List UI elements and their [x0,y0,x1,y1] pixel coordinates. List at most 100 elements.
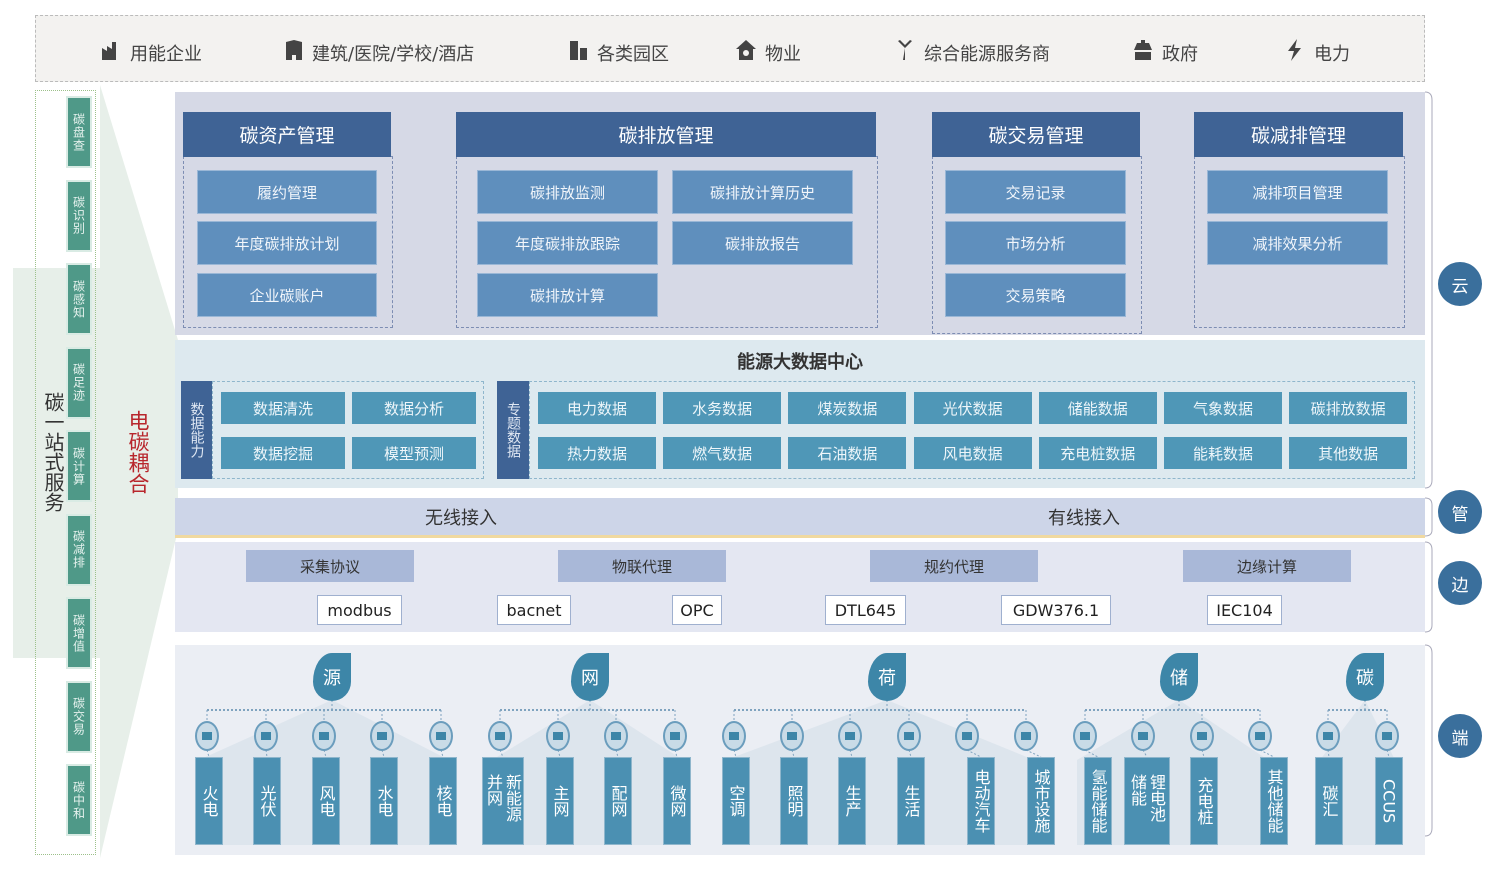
stakeholder-5[interactable]: 综合能源服务商 [894,38,1050,67]
monitor-icon [377,732,387,740]
protocol-tag[interactable]: modbus [317,595,402,625]
service-item[interactable]: 碳中和 [66,764,92,836]
service-item[interactable]: 碳交易 [66,680,92,753]
connector-line [908,749,912,758]
monitor-icon [319,732,329,740]
protocol-tag[interactable]: GDW376.1 [1001,595,1111,625]
connector-line [381,749,385,758]
building-icon [282,38,304,67]
service-item[interactable]: 碳增值 [66,597,92,669]
capability-button[interactable]: 数据挖掘 [221,437,345,469]
stakeholder-4[interactable]: 物业 [735,38,801,67]
terminal-item[interactable]: 主网 [546,757,574,845]
module-button[interactable]: 企业碳账户 [197,273,377,317]
service-item[interactable]: 碳减排 [66,513,92,586]
capability-button[interactable]: 数据分析 [352,392,476,424]
module-button[interactable]: 碳排放计算 [477,273,658,317]
stakeholder-2[interactable]: 建筑/医院/学校/酒店 [282,38,474,67]
monitor-icon [202,732,212,740]
capability-frame [212,381,484,479]
module-button[interactable]: 减排效果分析 [1207,221,1388,265]
connector-line [499,749,504,758]
terminal-item[interactable]: 火电 [195,757,223,845]
terminal-item[interactable]: 光伏 [253,757,281,845]
terminal-item[interactable]: 其他储能 [1260,757,1288,845]
module-button[interactable]: 年度碳排放跟踪 [477,221,658,265]
topic-data-button[interactable]: 能耗数据 [1164,437,1282,469]
topic-data-button[interactable]: 煤炭数据 [788,392,907,424]
module-button[interactable]: 碳排放监测 [477,170,658,214]
capability-button[interactable]: 模型预测 [352,437,476,469]
terminal-item[interactable]: 空调 [722,757,750,845]
topic-data-button[interactable]: 风电数据 [913,437,1032,469]
protocol-tag[interactable]: IEC104 [1207,595,1282,625]
terminal-item[interactable]: 碳汇 [1315,757,1343,845]
stakeholder-6[interactable]: 政府 [1132,38,1198,67]
wired-access-label: 有线接入 [1048,508,1120,529]
service-item[interactable]: 碳感知 [66,263,92,335]
service-item[interactable]: 碳识别 [66,179,92,252]
topic-data-button[interactable]: 气象数据 [1164,392,1282,424]
terminal-item-label: 空调 [726,785,746,817]
terminal-item-label: 配网 [608,785,628,817]
terminal-item[interactable]: 电动汽车 [967,757,995,845]
terminal-item[interactable]: 氢能储能 [1084,757,1112,845]
protocol-tag[interactable]: OPC [672,595,722,625]
pipe-brace [1424,497,1433,537]
stakeholder-1[interactable]: 用能企业 [100,38,202,67]
terminal-item[interactable]: 配网 [604,757,632,845]
terminal-item[interactable]: 城市设施 [1027,757,1055,845]
capability-button[interactable]: 数据清洗 [221,392,345,424]
terminal-item[interactable]: CCUS [1375,757,1403,845]
terminal-item-label: 水电 [374,785,394,817]
topic-data-button[interactable]: 碳排放数据 [1289,392,1408,424]
topic-data-button[interactable]: 石油数据 [788,437,907,469]
group-title-4: 碳减排管理 [1194,112,1403,157]
terminal-item[interactable]: 核电 [429,757,457,845]
stakeholder-3[interactable]: 各类园区 [567,38,669,67]
topic-data-button[interactable]: 燃气数据 [663,437,782,469]
module-button[interactable]: 市场分析 [945,221,1126,265]
topic-data-button[interactable]: 热力数据 [538,437,656,469]
module-button[interactable]: 碳排放报告 [672,221,853,265]
terminal-item-label: 城市设施 [1031,769,1051,833]
module-button[interactable]: 减排项目管理 [1207,170,1388,214]
lightning-icon [1284,38,1306,67]
terminal-item[interactable]: 照明 [780,757,808,845]
module-button[interactable]: 交易策略 [945,273,1126,317]
connector-line [1142,749,1148,758]
connector-line [323,749,327,758]
module-button[interactable]: 年度碳排放计划 [197,221,377,265]
module-button[interactable]: 履约管理 [197,170,377,214]
terminal-item[interactable]: 充电桩 [1190,757,1218,845]
topic-data-button[interactable]: 光伏数据 [913,392,1032,424]
terminal-item[interactable]: 新能源并网 [482,757,524,845]
terminal-item[interactable]: 锂电池储能 [1124,757,1170,845]
service-item[interactable]: 碳足迹 [66,346,92,419]
monitor-node [1375,721,1399,751]
service-item[interactable]: 碳盘查 [66,96,92,168]
topic-data-button[interactable]: 电力数据 [538,392,656,424]
protocol-tag[interactable]: bacnet [497,595,571,625]
terminal-item[interactable]: 风电 [312,757,340,845]
terminal-item[interactable]: 微网 [663,757,691,845]
terminal-item-label: 风电 [316,785,336,817]
topic-data-button[interactable]: 水务数据 [663,392,782,424]
protocol-tag[interactable]: DTL645 [825,595,906,625]
terminal-item-label: 氢能储能 [1088,769,1108,833]
cloud-layer: 碳资产管理 履约管理 年度碳排放计划 企业碳账户 碳排放管理 碳排放监测 碳排放计算历史 年度… [175,92,1425,335]
monitor-node [1073,721,1097,751]
monitor-node [604,721,628,751]
terminal-item[interactable]: 水电 [370,757,398,845]
topic-data-button[interactable]: 其他数据 [1289,437,1408,469]
module-button[interactable]: 碳排放计算历史 [672,170,853,214]
data-center-title: 能源大数据中心 [737,352,863,373]
terminal-item[interactable]: 生活 [897,757,925,845]
topic-data-button[interactable]: 充电桩数据 [1038,437,1157,469]
terminal-item[interactable]: 生产 [838,757,866,845]
service-item[interactable]: 碳计算 [66,430,92,502]
stakeholder-7[interactable]: 电力 [1284,38,1350,67]
topic-data-button[interactable]: 储能数据 [1038,392,1157,424]
module-button[interactable]: 交易记录 [945,170,1126,214]
